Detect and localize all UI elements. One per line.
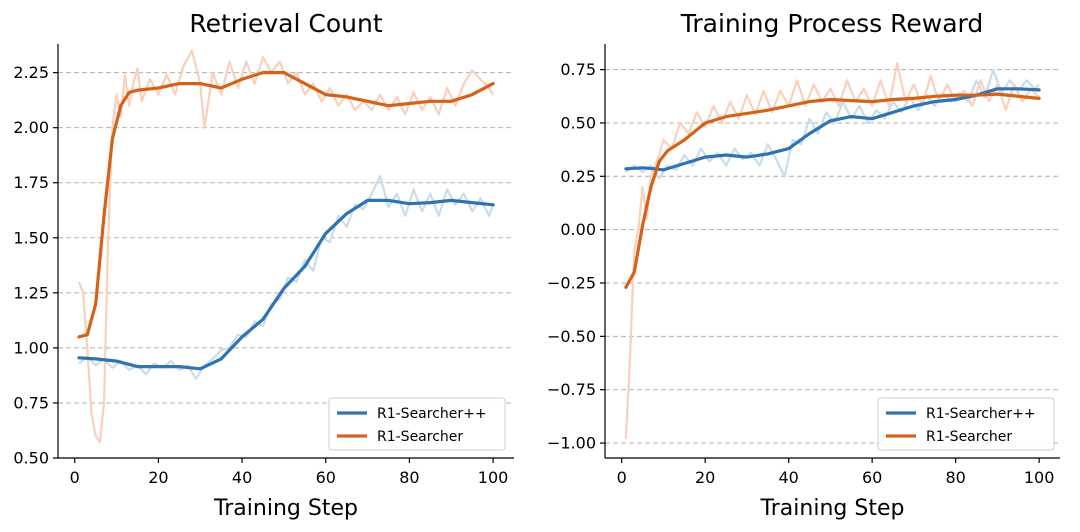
- chart-retrieval-count: 0.50 0.75 1.00 1.25 1.50 1.75 2.00 2.25 0 20 40 60 8…: [13, 9, 514, 521]
- y-tick-label: 1.25: [13, 283, 49, 302]
- x-tick-label: 100: [478, 468, 509, 487]
- series-line-r1-searcher-: [624, 87, 1041, 172]
- y-tick-label: 1.00: [13, 338, 49, 357]
- x-tick-label: 20: [695, 468, 715, 487]
- y-tick-label: 1.50: [13, 228, 49, 247]
- series-raw-line-r1-searcher-: [78, 175, 495, 380]
- x-axis-label: Training Step: [213, 496, 358, 521]
- y-tick-label: 1.75: [13, 173, 49, 192]
- x-tick-label: 60: [316, 468, 336, 487]
- series-raw-line-r1-searcher: [624, 62, 1040, 439]
- x-tick-label: 80: [399, 468, 419, 487]
- legend-label: R1-Searcher: [377, 429, 463, 445]
- y-tick-label: 0.50: [560, 113, 596, 132]
- x-tick-label: 40: [778, 468, 798, 487]
- x-axis-label: Training Step: [760, 496, 905, 521]
- chart-title: Retrieval Count: [189, 9, 382, 38]
- y-tick-label: −1.00: [547, 434, 596, 453]
- y-tick-label: 0.50: [13, 449, 49, 468]
- x-tick-label: 0: [617, 468, 627, 487]
- y-tick-label: −0.75: [547, 380, 596, 399]
- legend-label: R1-Searcher++: [926, 406, 1036, 422]
- y-tick-label: 0.75: [560, 60, 596, 79]
- x-tick-label: 0: [70, 468, 80, 487]
- series-line-r1-searcher-: [77, 198, 495, 371]
- y-tick-label: 0.00: [560, 220, 596, 239]
- x-tick-label: 80: [945, 468, 965, 487]
- y-tick-label: 2.25: [13, 63, 49, 82]
- series-raw-line-r1-searcher: [77, 49, 495, 444]
- chart-title: Training Process Reward: [680, 9, 983, 38]
- y-tick-label: −0.50: [547, 327, 596, 346]
- x-tick-label: 40: [232, 468, 252, 487]
- legend-label: R1-Searcher: [926, 429, 1012, 445]
- series-line-r1-searcher: [624, 92, 1041, 289]
- legend-label: R1-Searcher++: [377, 406, 487, 422]
- legend-box: [328, 397, 506, 451]
- y-tick-label: 0.25: [560, 167, 596, 186]
- x-tick-label: 100: [1024, 468, 1055, 487]
- legend-box: [877, 397, 1055, 451]
- x-tick-label: 20: [148, 468, 168, 487]
- y-tick-label: −0.25: [547, 274, 596, 293]
- x-tick-label: 60: [862, 468, 882, 487]
- chart-training-process-reward: −1.00 −0.75 −0.50 −0.25 0.00 0.25 0.50 0.75 0 20 4…: [547, 9, 1060, 521]
- y-tick-label: 2.00: [13, 118, 49, 137]
- y-tick-label: 0.75: [13, 393, 49, 412]
- series-line-r1-searcher: [77, 71, 495, 339]
